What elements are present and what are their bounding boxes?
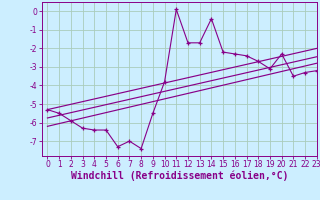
X-axis label: Windchill (Refroidissement éolien,°C): Windchill (Refroidissement éolien,°C) bbox=[70, 171, 288, 181]
